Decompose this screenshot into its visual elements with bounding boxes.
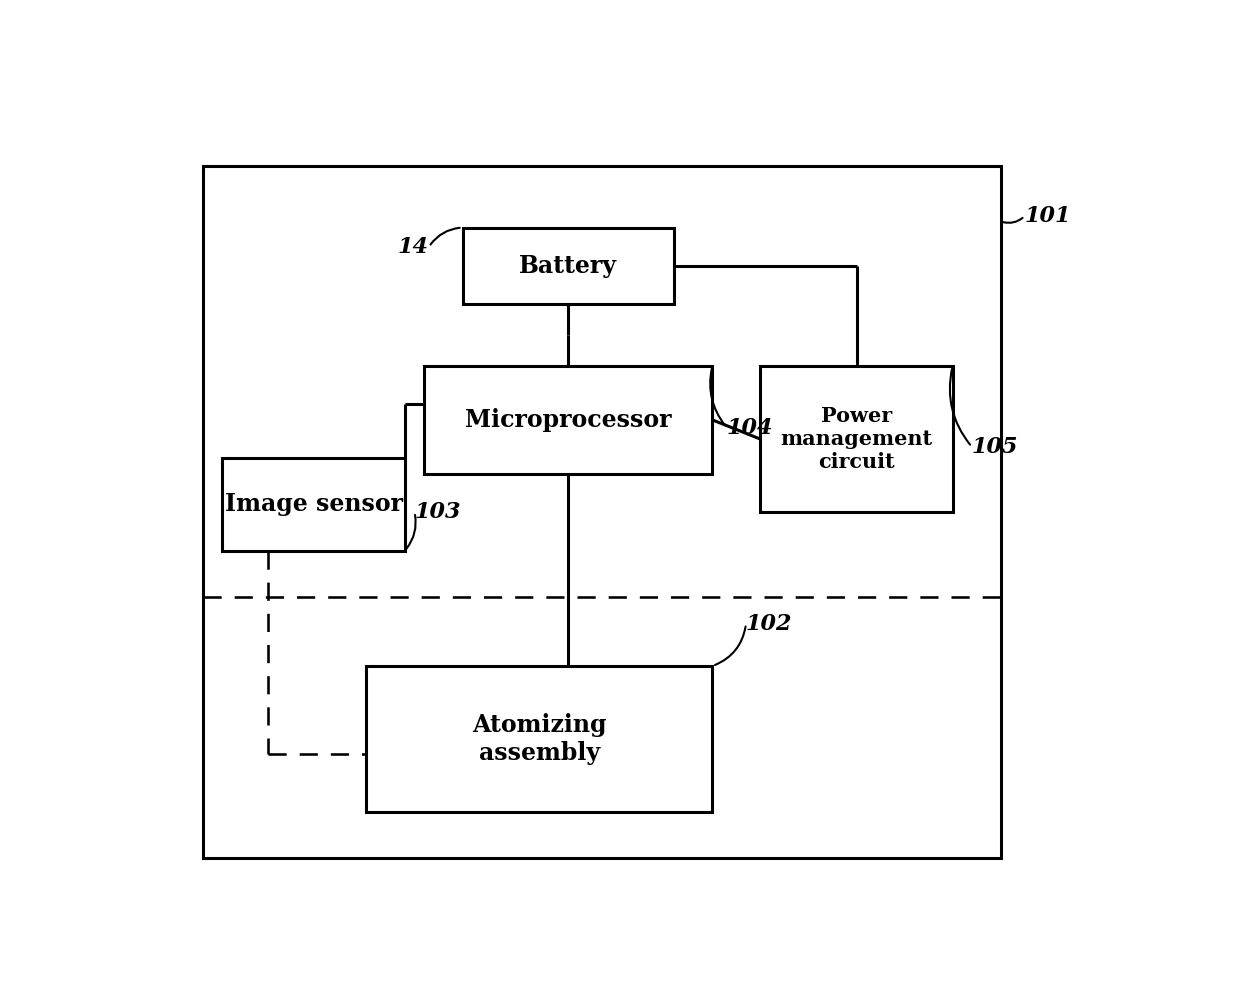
Text: Battery: Battery (520, 254, 618, 278)
Bar (203, 166, 1001, 858)
Bar (760, 366, 952, 512)
Bar (367, 666, 712, 812)
Text: 103: 103 (414, 501, 461, 523)
Text: Microprocessor: Microprocessor (465, 408, 672, 432)
Text: 104: 104 (727, 417, 774, 439)
Text: Image sensor: Image sensor (224, 493, 403, 516)
Text: Atomizing
assembly: Atomizing assembly (472, 713, 606, 765)
Text: 105: 105 (972, 436, 1018, 458)
Text: Power
management
circuit: Power management circuit (780, 406, 932, 473)
Bar (463, 228, 675, 305)
Bar (222, 459, 404, 550)
Bar (203, 166, 1001, 596)
Text: 102: 102 (746, 612, 792, 634)
Text: 14: 14 (398, 236, 429, 258)
Text: 101: 101 (1024, 205, 1071, 227)
Bar (424, 366, 713, 474)
